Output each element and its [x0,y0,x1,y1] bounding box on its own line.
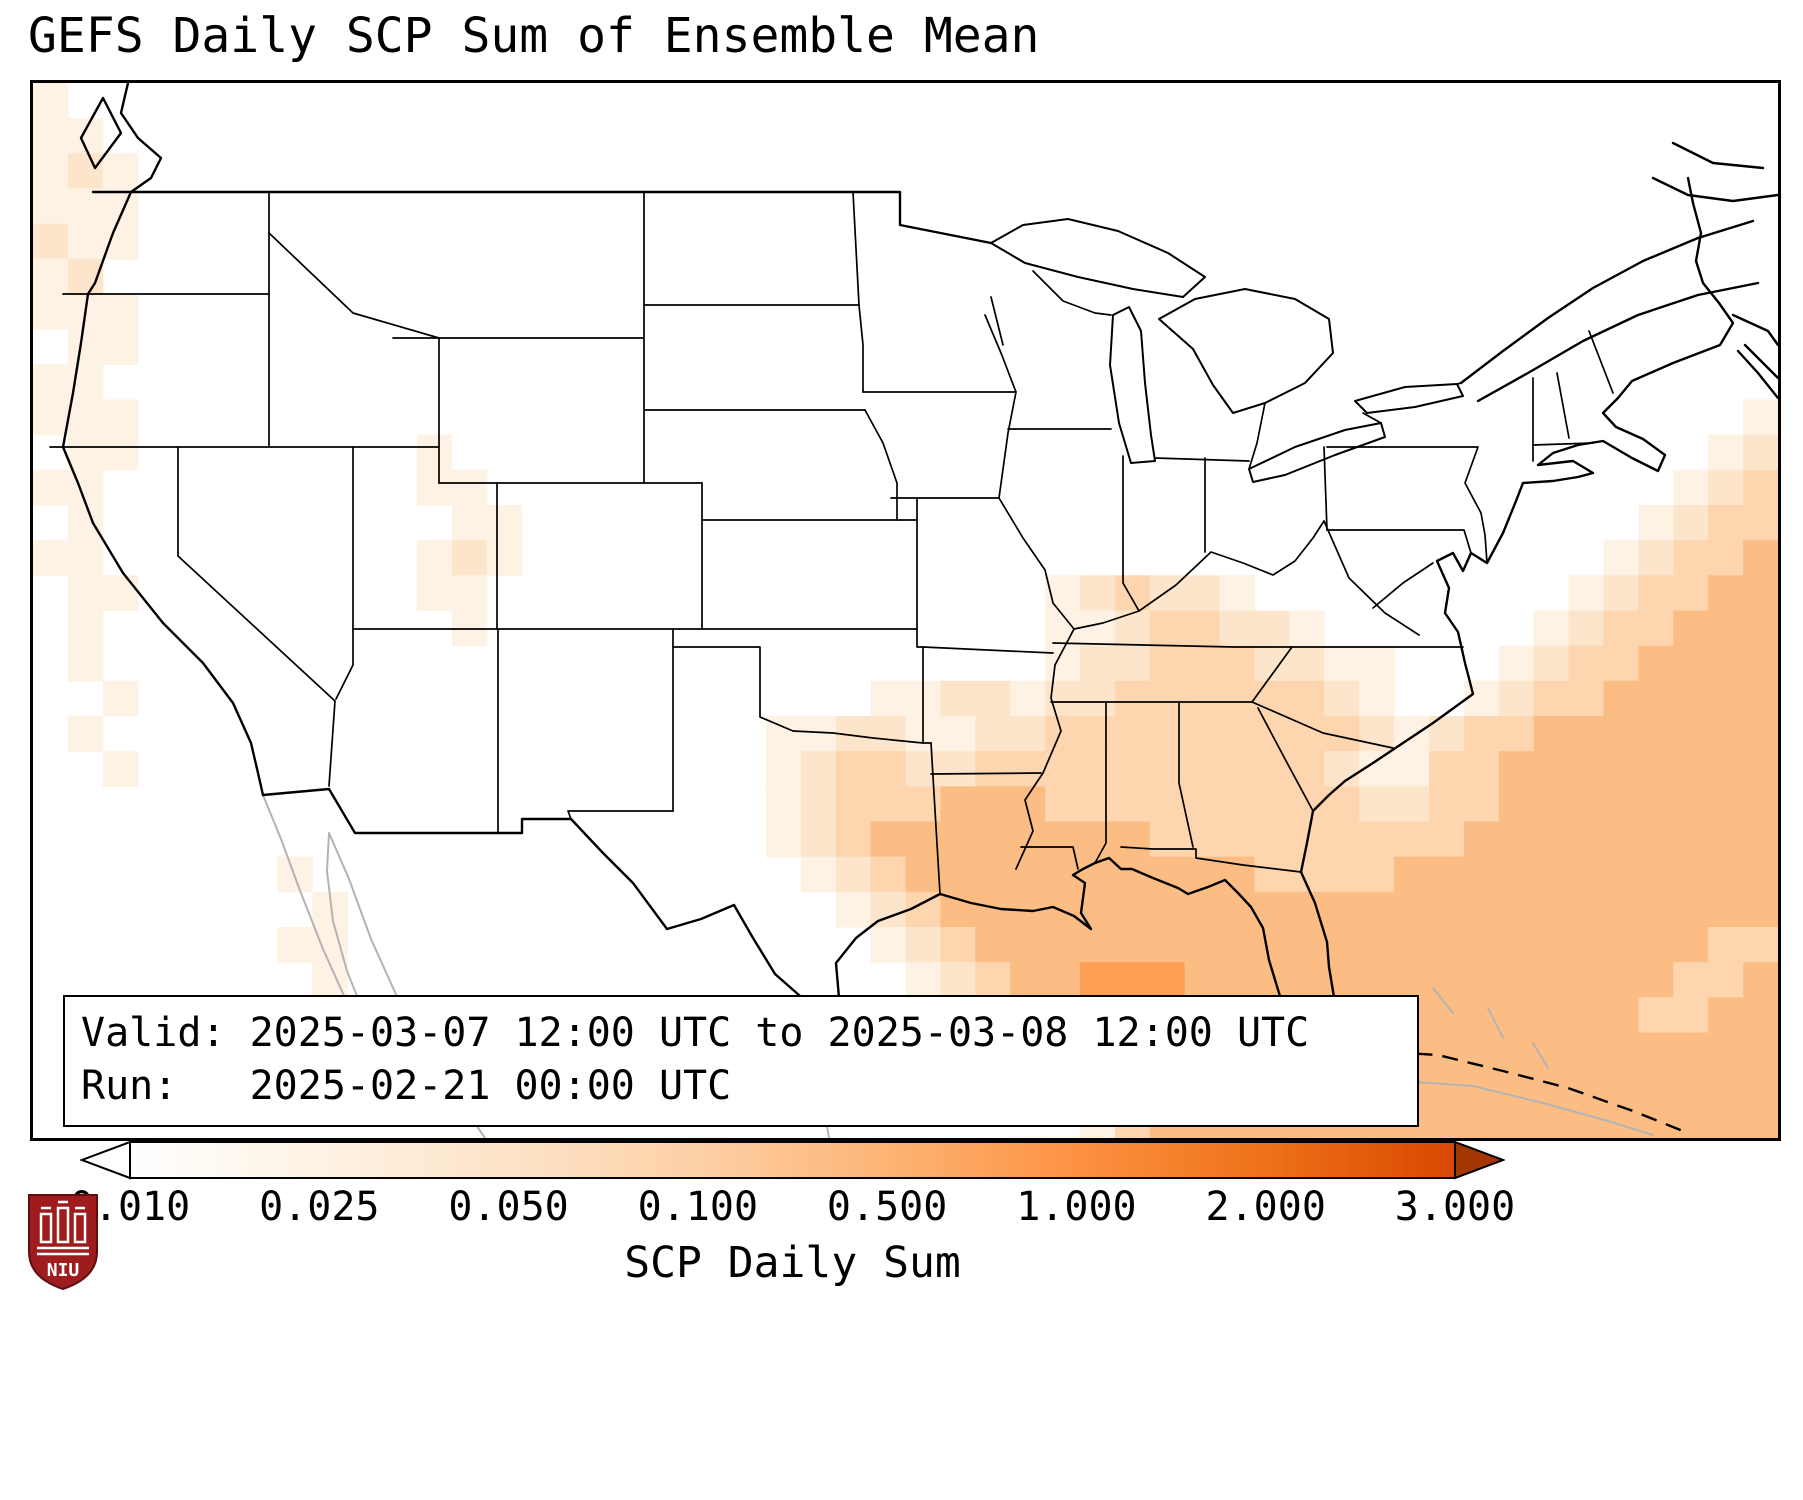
colorbar-tick: 1.000 [1016,1184,1137,1230]
colorbar-ticks: 0.010 0.025 0.050 0.100 0.500 1.000 2.000 3.000 [70,1184,1515,1234]
colorbar-label: SCP Daily Sum [624,1238,961,1288]
niu-logo-text: NIU [47,1260,80,1281]
great-lakes [990,218,1464,483]
niu-shield-icon: NIU [28,1194,98,1291]
colorbar-tick: 0.100 [637,1184,759,1230]
colorbar [80,1140,1505,1180]
colorbar-tick: 2.000 [1205,1184,1326,1230]
page-title: GEFS Daily SCP Sum of Ensemble Mean [28,8,1040,64]
heatmap-layer [33,83,1778,1138]
colorbar-bar [129,1141,1456,1179]
map-canvas: Valid: 2025-03-07 12:00 UTC to 2025-03-0… [30,80,1781,1141]
valid-time-line: Valid: 2025-03-07 12:00 UTC to 2025-03-0… [81,1010,1310,1056]
run-time-line: Run: 2025-02-21 00:00 UTC [81,1062,732,1109]
colorbar-tick: 3.000 [1394,1184,1516,1230]
colorbar-tick: 0.500 [826,1184,948,1230]
coastlines [61,83,1778,1060]
colorbar-tick: 0.025 [259,1184,380,1230]
colorbar-under-arrow-icon [80,1140,131,1180]
colorbar-over-arrow-icon [1454,1140,1505,1180]
niu-logo: NIU [25,1192,101,1292]
info-box: Valid: 2025-03-07 12:00 UTC to 2025-03-0… [63,995,1419,1127]
colorbar-tick: 0.050 [448,1184,569,1230]
map-svg [33,83,1778,1138]
state-borders [49,191,1614,895]
